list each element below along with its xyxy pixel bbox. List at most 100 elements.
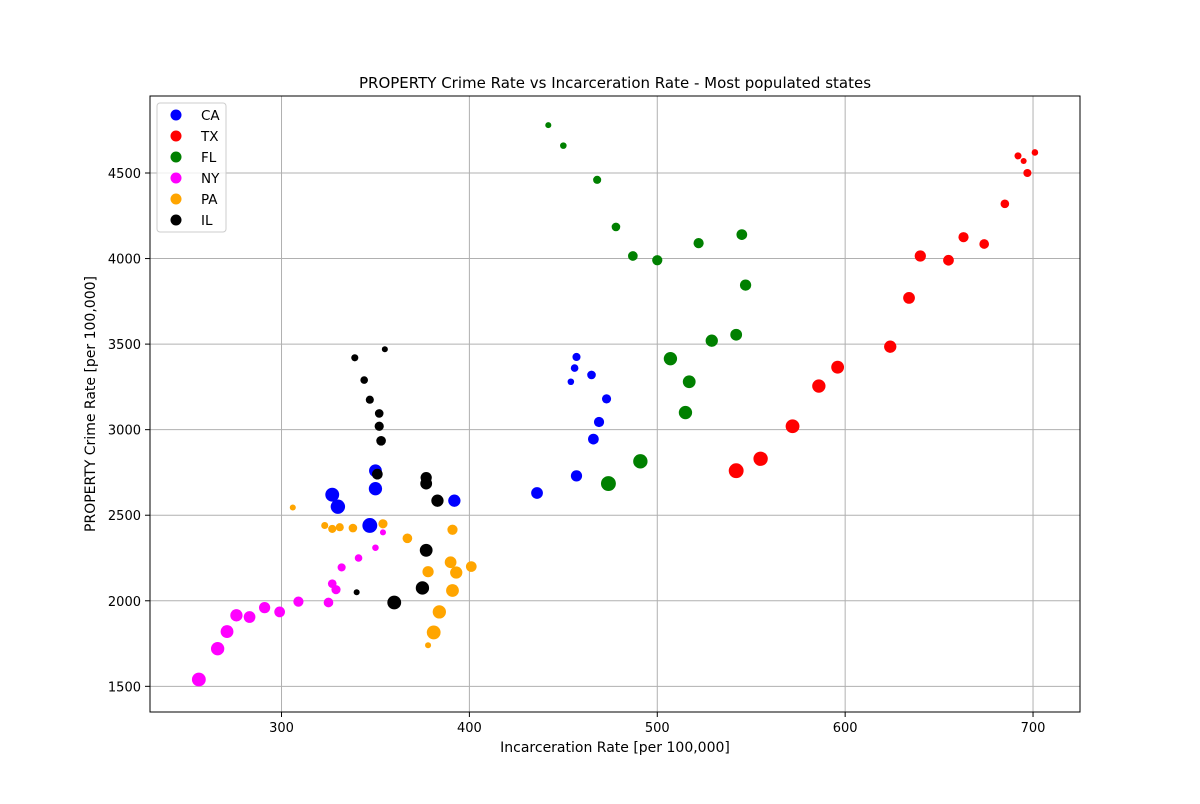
data-point-tx bbox=[728, 463, 744, 479]
legend-marker-pa bbox=[170, 193, 182, 205]
data-point-tx bbox=[958, 232, 969, 243]
data-point-il bbox=[360, 376, 368, 384]
data-point-tx bbox=[1031, 149, 1039, 156]
data-point-tx bbox=[831, 360, 845, 374]
y-tick-label: 2500 bbox=[108, 509, 141, 524]
data-point-ny bbox=[230, 609, 243, 622]
data-point-ny bbox=[331, 585, 341, 595]
data-point-fl bbox=[736, 229, 748, 240]
data-point-tx bbox=[812, 379, 826, 393]
data-point-il bbox=[415, 581, 430, 595]
legend-label-ny: NY bbox=[201, 171, 220, 187]
data-point-il bbox=[374, 421, 384, 431]
legend-marker-ca bbox=[170, 109, 182, 121]
data-point-tx bbox=[1014, 152, 1022, 160]
data-point-tx bbox=[1000, 199, 1010, 209]
data-point-pa bbox=[465, 561, 477, 572]
data-point-il bbox=[376, 435, 386, 446]
legend-label-fl: FL bbox=[201, 150, 217, 166]
data-point-ca bbox=[531, 487, 543, 499]
data-point-il bbox=[381, 346, 388, 353]
data-point-il bbox=[371, 468, 383, 480]
data-point-il bbox=[387, 595, 402, 610]
data-point-il bbox=[365, 395, 374, 404]
data-point-pa bbox=[444, 556, 457, 569]
data-point-ca bbox=[588, 433, 599, 445]
data-point-ca bbox=[601, 394, 612, 404]
data-point-ca bbox=[570, 364, 579, 372]
data-point-fl bbox=[705, 334, 718, 347]
plot-frame bbox=[149, 95, 1081, 713]
legend-marker-fl bbox=[170, 151, 182, 163]
data-point-ny bbox=[258, 602, 271, 614]
y-axis-title: PROPERTY Crime Rate [per 100,000] bbox=[83, 276, 99, 532]
x-tick-label: 500 bbox=[645, 721, 670, 736]
data-point-tx bbox=[884, 340, 897, 353]
data-point-il bbox=[353, 589, 360, 596]
data-point-tx bbox=[1020, 158, 1027, 165]
legend-label-il: IL bbox=[201, 213, 213, 229]
data-point-fl bbox=[730, 328, 743, 341]
legend-marker-il bbox=[170, 214, 182, 226]
data-point-pa bbox=[328, 524, 337, 533]
legend-label-tx: TX bbox=[200, 129, 219, 145]
grid bbox=[150, 96, 1080, 712]
data-point-tx bbox=[785, 419, 800, 434]
data-point-pa bbox=[447, 524, 458, 535]
data-point-ny bbox=[220, 625, 234, 638]
data-point-fl bbox=[560, 142, 567, 149]
data-point-ca bbox=[362, 518, 378, 533]
data-point-fl bbox=[739, 279, 752, 291]
data-point-ny bbox=[210, 642, 225, 656]
data-point-tx bbox=[943, 254, 954, 266]
data-point-pa bbox=[289, 504, 296, 511]
data-point-ny bbox=[337, 563, 346, 572]
data-point-ny bbox=[323, 597, 334, 608]
x-tick-label: 700 bbox=[1021, 721, 1046, 736]
data-point-tx bbox=[1023, 168, 1032, 178]
data-point-pa bbox=[321, 521, 329, 530]
data-point-ny bbox=[379, 529, 386, 536]
data-point-pa bbox=[450, 566, 463, 579]
y-tick-label: 3000 bbox=[108, 424, 141, 439]
data-point-ca bbox=[567, 378, 575, 386]
legend-label-ca: CA bbox=[201, 108, 220, 124]
chart-title: PROPERTY Crime Rate vs Incarceration Rat… bbox=[359, 74, 871, 92]
data-point-tx bbox=[903, 292, 915, 304]
legend: CA TX FL NY PA IL bbox=[156, 102, 227, 233]
data-point-ca bbox=[572, 352, 581, 362]
data-point-fl bbox=[663, 351, 678, 366]
x-axis-title: Incarceration Rate [per 100,000] bbox=[500, 740, 730, 756]
data-point-fl bbox=[611, 222, 621, 232]
data-point-ca bbox=[368, 482, 383, 496]
legend-marker-ny bbox=[170, 172, 182, 184]
data-point-il bbox=[431, 494, 444, 507]
legend-label-pa: PA bbox=[201, 192, 218, 208]
data-point-ny bbox=[372, 544, 379, 552]
data-point-pa bbox=[348, 523, 358, 533]
data-point-pa bbox=[432, 605, 446, 619]
data-point-pa bbox=[446, 584, 459, 597]
data-point-tx bbox=[979, 239, 990, 249]
data-point-fl bbox=[593, 175, 602, 184]
data-point-pa bbox=[426, 625, 441, 640]
data-point-il bbox=[419, 543, 433, 557]
data-point-fl bbox=[600, 476, 616, 492]
x-tick-label: 400 bbox=[457, 721, 482, 736]
data-point-fl bbox=[545, 122, 552, 129]
x-tick-label: 600 bbox=[833, 721, 858, 736]
x-tick-label: 300 bbox=[269, 721, 294, 736]
data-point-il bbox=[374, 409, 384, 418]
y-tick-label: 3500 bbox=[108, 338, 141, 353]
data-point-ca bbox=[593, 416, 605, 428]
data-point-ny bbox=[243, 611, 256, 623]
data-point-fl bbox=[628, 251, 638, 261]
data-point-tx bbox=[753, 451, 768, 466]
data-point-pa bbox=[422, 566, 434, 578]
data-point-pa bbox=[378, 519, 388, 529]
data-point-fl bbox=[652, 255, 663, 266]
data-point-pa bbox=[335, 523, 344, 532]
data-point-ny bbox=[191, 672, 206, 687]
